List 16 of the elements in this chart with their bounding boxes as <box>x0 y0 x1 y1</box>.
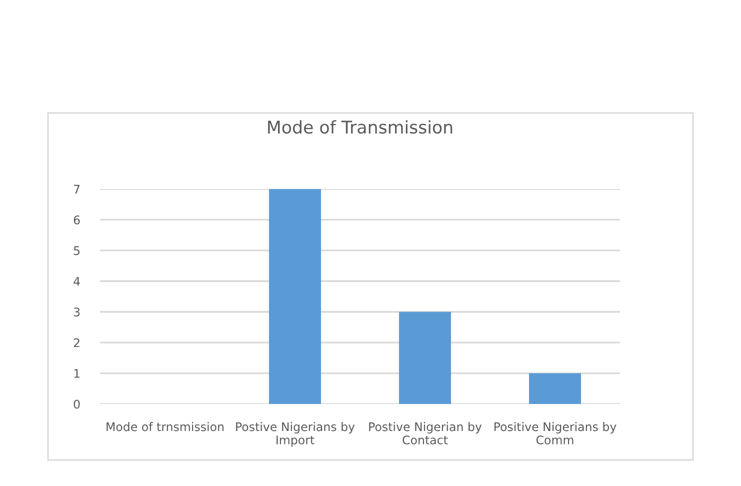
y-tick-label: 6 <box>74 215 80 224</box>
chart-title: Mode of Transmission <box>268 120 452 134</box>
y-tick-label: 7 <box>74 184 80 194</box>
bar <box>529 373 581 404</box>
bar <box>269 189 321 404</box>
y-tick-label: 4 <box>74 277 80 286</box>
y-tick-label: 0 <box>74 400 80 409</box>
x-tick-label: Postive Nigerians by Import <box>236 422 355 447</box>
x-tick-label: Positive Nigerians by Comm <box>494 422 616 444</box>
y-tick-label: 5 <box>74 246 80 256</box>
x-tick-label: Postive Nigerian by Contact <box>369 422 482 444</box>
y-tick-label: 1 <box>74 369 80 378</box>
y-tick-label: 3 <box>74 308 80 317</box>
y-tick-label: 2 <box>74 338 80 348</box>
x-tick-label: Mode of trnsmission <box>106 422 224 432</box>
bar <box>399 312 451 404</box>
